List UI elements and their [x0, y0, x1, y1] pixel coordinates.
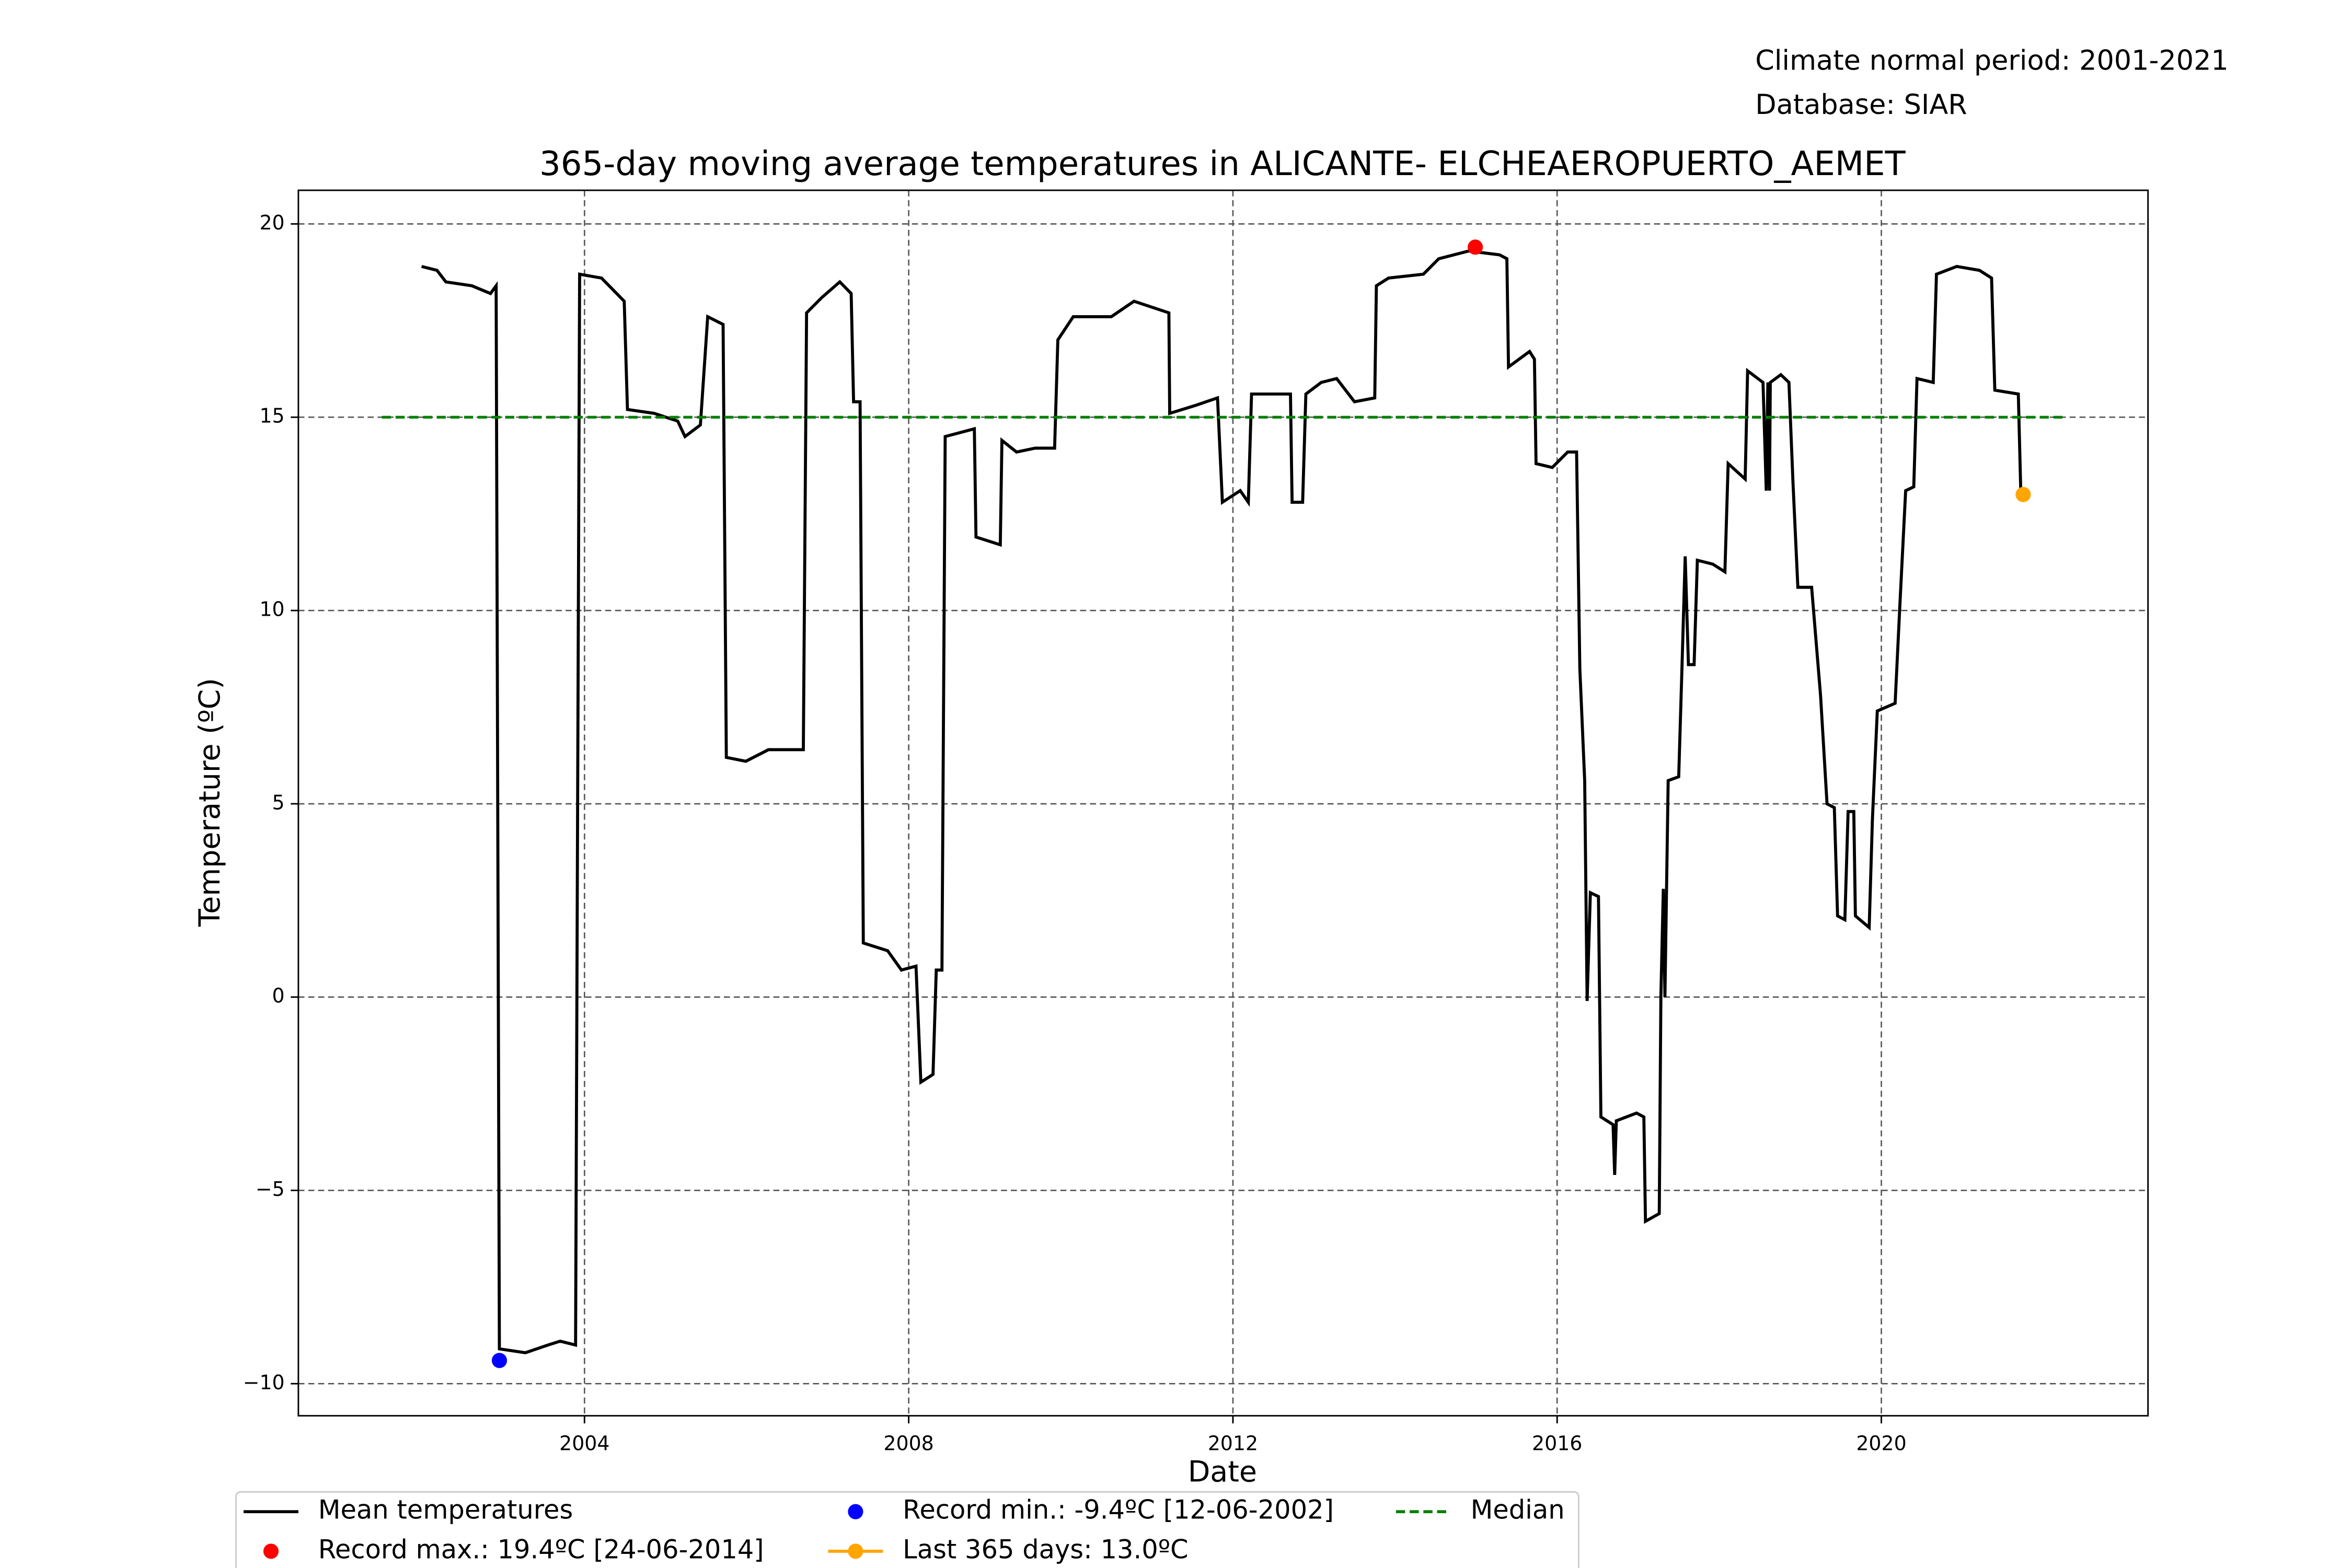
data-point — [2015, 487, 2031, 502]
y-tick-label: 10 — [259, 598, 284, 621]
y-tick-label: −10 — [243, 1371, 285, 1394]
x-tick-label: 2016 — [1532, 1432, 1582, 1455]
y-axis-label: Temperature (ºC) — [193, 678, 227, 927]
x-axis-label: Date — [1188, 1456, 1257, 1489]
y-tick-label: −5 — [256, 1178, 285, 1201]
data-point — [491, 1353, 508, 1368]
data-line — [421, 249, 2023, 1355]
y-tick-label: 20 — [259, 211, 284, 234]
legend-box — [235, 1491, 1579, 1568]
chart-title: 365-day moving average temperatures in A… — [539, 145, 1906, 183]
y-tick-label: 15 — [259, 405, 284, 428]
y-tick-label: 0 — [272, 984, 285, 1007]
x-tick-label: 2012 — [1208, 1432, 1258, 1455]
legend-label: Mean temperatures — [318, 1495, 573, 1525]
plot-frame — [297, 189, 2149, 1417]
legend-label: Median — [1471, 1495, 1565, 1525]
y-tick-label: 5 — [272, 791, 285, 814]
annotation: Database: SIAR — [1755, 89, 1967, 121]
legend-label: Record min.: -9.4ºC [12-06-2002] — [903, 1495, 1334, 1525]
annotation: Climate normal period: 2001-2021 — [1755, 44, 2229, 76]
legend-label: Record max.: 19.4ºC [24-06-2014] — [318, 1534, 764, 1564]
legend-marker — [263, 1543, 279, 1559]
legend-label: Last 365 days: 13.0ºC — [903, 1534, 1188, 1564]
legend-marker — [848, 1504, 863, 1519]
x-tick-label: 2020 — [1856, 1432, 1906, 1455]
x-tick-label: 2008 — [883, 1432, 933, 1455]
data-point — [1468, 239, 1483, 255]
legend-marker — [848, 1543, 863, 1559]
x-tick-label: 2004 — [559, 1432, 609, 1455]
